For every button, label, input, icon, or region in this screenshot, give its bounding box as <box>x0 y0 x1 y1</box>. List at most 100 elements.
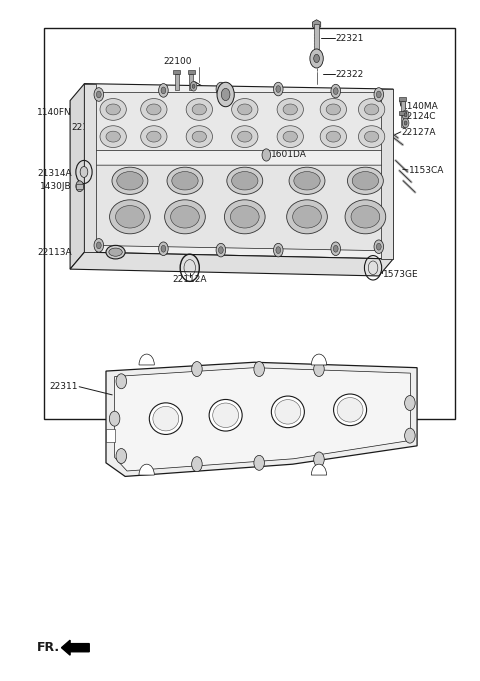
Ellipse shape <box>364 104 379 115</box>
Ellipse shape <box>283 131 298 142</box>
Circle shape <box>331 242 340 255</box>
Text: 22113A: 22113A <box>37 248 72 257</box>
Circle shape <box>94 88 104 101</box>
Text: 1140MA: 1140MA <box>402 101 439 110</box>
Circle shape <box>333 88 338 95</box>
Ellipse shape <box>337 398 363 422</box>
Ellipse shape <box>232 126 258 148</box>
Ellipse shape <box>100 99 126 121</box>
Ellipse shape <box>149 403 182 434</box>
Circle shape <box>216 243 226 257</box>
Polygon shape <box>381 89 393 259</box>
Ellipse shape <box>320 99 347 121</box>
Text: 22321: 22321 <box>336 33 364 43</box>
Circle shape <box>331 84 340 98</box>
Text: 22311: 22311 <box>50 382 78 391</box>
Ellipse shape <box>117 172 143 190</box>
Text: 1140FN: 1140FN <box>37 108 72 116</box>
Bar <box>399 97 406 101</box>
Ellipse shape <box>109 248 122 256</box>
Circle shape <box>404 113 407 117</box>
Circle shape <box>192 457 202 472</box>
Bar <box>401 101 405 113</box>
Ellipse shape <box>100 126 126 148</box>
Text: 22112A: 22112A <box>172 275 207 284</box>
Ellipse shape <box>170 206 199 228</box>
Ellipse shape <box>283 104 298 115</box>
Ellipse shape <box>141 99 167 121</box>
Ellipse shape <box>351 206 380 228</box>
Circle shape <box>190 82 197 91</box>
Polygon shape <box>70 84 84 269</box>
Ellipse shape <box>364 131 379 142</box>
Polygon shape <box>115 368 410 471</box>
Ellipse shape <box>147 131 161 142</box>
Wedge shape <box>139 464 155 475</box>
Circle shape <box>314 362 324 377</box>
Polygon shape <box>84 84 96 252</box>
Circle shape <box>374 88 384 101</box>
Polygon shape <box>89 93 388 151</box>
Polygon shape <box>84 84 393 259</box>
Ellipse shape <box>289 168 325 194</box>
Circle shape <box>374 240 384 253</box>
Ellipse shape <box>112 168 148 194</box>
Text: 1601DA: 1601DA <box>271 151 307 159</box>
Ellipse shape <box>275 400 301 424</box>
Circle shape <box>216 82 226 96</box>
Polygon shape <box>106 429 115 443</box>
Ellipse shape <box>271 396 304 428</box>
Circle shape <box>254 362 264 377</box>
FancyArrow shape <box>61 640 89 655</box>
Circle shape <box>274 82 283 96</box>
Bar <box>189 74 193 91</box>
Ellipse shape <box>225 200 265 234</box>
Circle shape <box>116 449 127 464</box>
Ellipse shape <box>227 168 263 194</box>
Ellipse shape <box>320 126 347 148</box>
Wedge shape <box>312 464 326 475</box>
Ellipse shape <box>359 126 385 148</box>
Ellipse shape <box>326 104 340 115</box>
Polygon shape <box>70 252 393 276</box>
Text: 22129: 22129 <box>259 93 288 101</box>
Circle shape <box>96 242 101 249</box>
Ellipse shape <box>345 200 386 234</box>
Bar <box>173 70 180 74</box>
Ellipse shape <box>165 200 205 234</box>
Ellipse shape <box>277 126 303 148</box>
Ellipse shape <box>141 126 167 148</box>
Ellipse shape <box>172 172 198 190</box>
Polygon shape <box>89 165 388 251</box>
Text: FR.: FR. <box>36 642 60 654</box>
Ellipse shape <box>186 126 213 148</box>
Ellipse shape <box>192 131 206 142</box>
Wedge shape <box>139 354 155 365</box>
Circle shape <box>254 456 264 471</box>
Circle shape <box>158 84 168 97</box>
Bar <box>175 74 179 91</box>
Ellipse shape <box>230 206 259 228</box>
Ellipse shape <box>213 403 239 428</box>
Ellipse shape <box>359 99 385 121</box>
Circle shape <box>276 247 281 253</box>
Ellipse shape <box>153 407 179 431</box>
Circle shape <box>116 374 127 389</box>
Circle shape <box>402 110 409 120</box>
Circle shape <box>76 180 84 191</box>
Circle shape <box>376 91 381 98</box>
Bar <box>401 115 405 127</box>
Circle shape <box>310 49 323 68</box>
Ellipse shape <box>287 200 327 234</box>
Circle shape <box>218 86 223 93</box>
Circle shape <box>314 452 324 467</box>
Circle shape <box>276 86 281 93</box>
Ellipse shape <box>293 206 322 228</box>
Ellipse shape <box>116 206 144 228</box>
Ellipse shape <box>106 104 120 115</box>
Ellipse shape <box>192 104 206 115</box>
Circle shape <box>333 245 338 252</box>
Bar <box>44 28 456 419</box>
Ellipse shape <box>109 200 150 234</box>
Ellipse shape <box>232 99 258 121</box>
